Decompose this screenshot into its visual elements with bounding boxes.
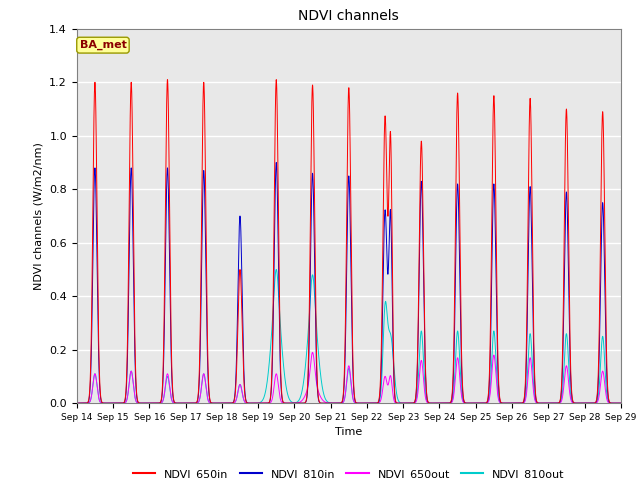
Legend: NDVI_650in, NDVI_810in, NDVI_650out, NDVI_810out: NDVI_650in, NDVI_810in, NDVI_650out, NDV… <box>129 465 569 480</box>
Title: NDVI channels: NDVI channels <box>298 10 399 24</box>
Text: BA_met: BA_met <box>79 40 126 50</box>
Y-axis label: NDVI channels (W/m2/nm): NDVI channels (W/m2/nm) <box>34 142 44 290</box>
X-axis label: Time: Time <box>335 428 362 437</box>
